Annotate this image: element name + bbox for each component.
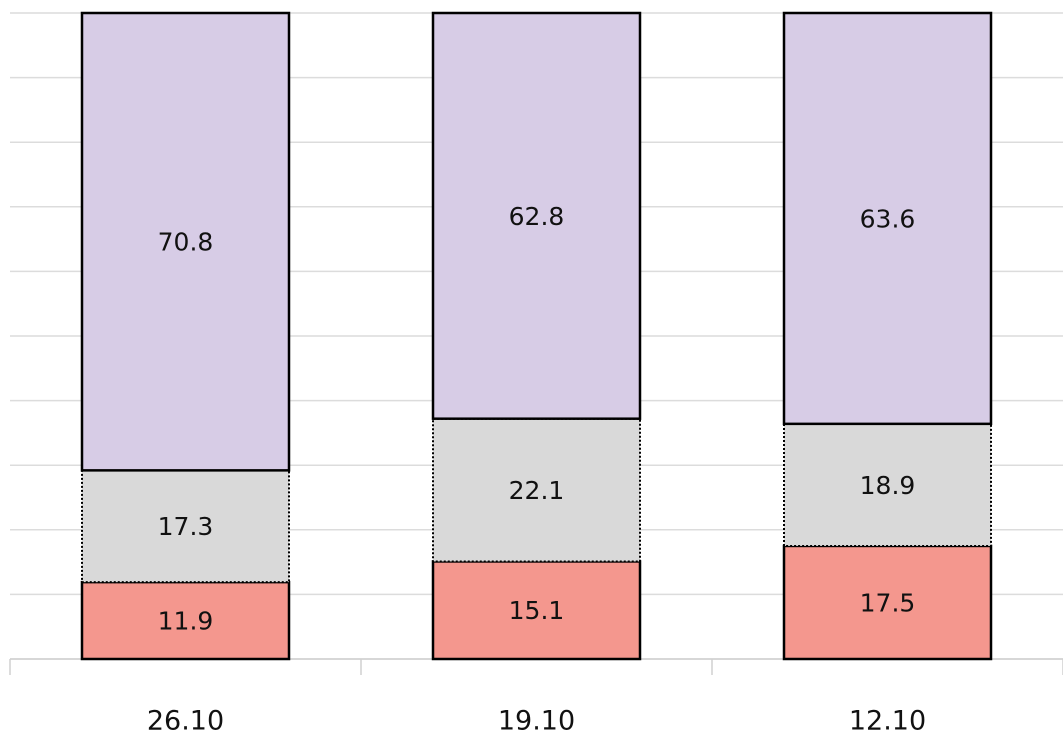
bar-segment (782, 11, 993, 426)
bar-segment (432, 417, 641, 563)
x-tick-label: 19.10 (498, 706, 575, 737)
x-tick-label: 26.10 (147, 706, 224, 737)
x-tick-label: 12.10 (849, 706, 926, 737)
bar-segment (81, 469, 290, 584)
value-label: 70.8 (158, 228, 214, 257)
bar-segment (431, 11, 642, 420)
bar-segment (431, 560, 642, 661)
value-label: 63.6 (860, 204, 916, 233)
value-label: 15.1 (509, 596, 565, 625)
value-label: 17.5 (860, 588, 916, 617)
bar-segment (783, 422, 992, 547)
value-label: 62.8 (509, 202, 565, 231)
value-label: 17.3 (158, 512, 214, 541)
value-label: 22.1 (509, 476, 565, 505)
value-label: 11.9 (158, 607, 214, 636)
bar-segment (80, 11, 291, 472)
bar-segment (80, 580, 291, 661)
value-label: 18.9 (860, 471, 916, 500)
bar-segment (782, 544, 993, 661)
